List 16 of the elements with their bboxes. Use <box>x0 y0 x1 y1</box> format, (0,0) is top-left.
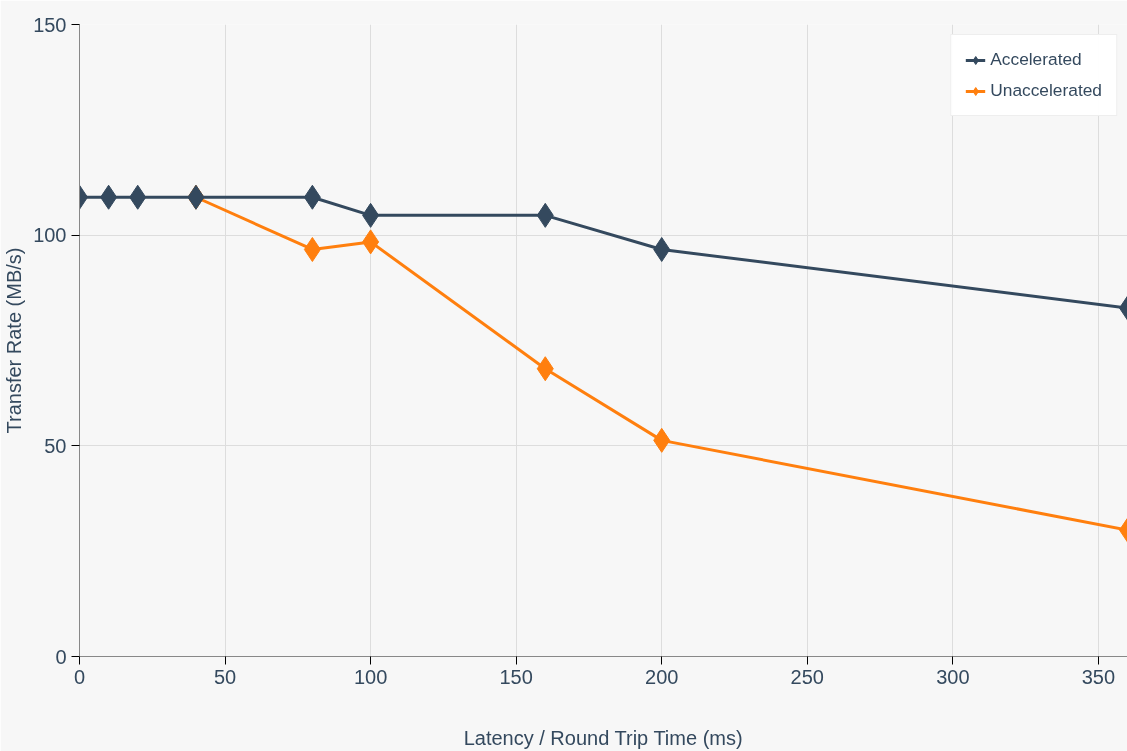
x-axis-title: Latency / Round Trip Time (ms) <box>463 726 743 749</box>
x-tick-label: 250 <box>790 665 824 688</box>
x-tick-label: 350 <box>1081 665 1116 688</box>
legend-label: Accelerated <box>990 49 1082 70</box>
y-tick-label: 100 <box>33 224 67 247</box>
x-tick-label: 100 <box>353 665 388 688</box>
x-tick-label: 150 <box>499 665 533 688</box>
y-tick-label: 0 <box>55 645 67 668</box>
y-axis-title: Transfer Rate (MB/s) <box>3 247 26 434</box>
x-tick-label: 300 <box>936 665 970 688</box>
x-tick-label: 50 <box>213 665 237 688</box>
x-tick-label: 0 <box>73 665 86 688</box>
x-tick-label: 200 <box>645 665 679 688</box>
y-tick-label: 150 <box>33 13 67 36</box>
y-tick-label: 50 <box>44 434 67 457</box>
legend-label: Unaccelerated <box>990 80 1102 101</box>
